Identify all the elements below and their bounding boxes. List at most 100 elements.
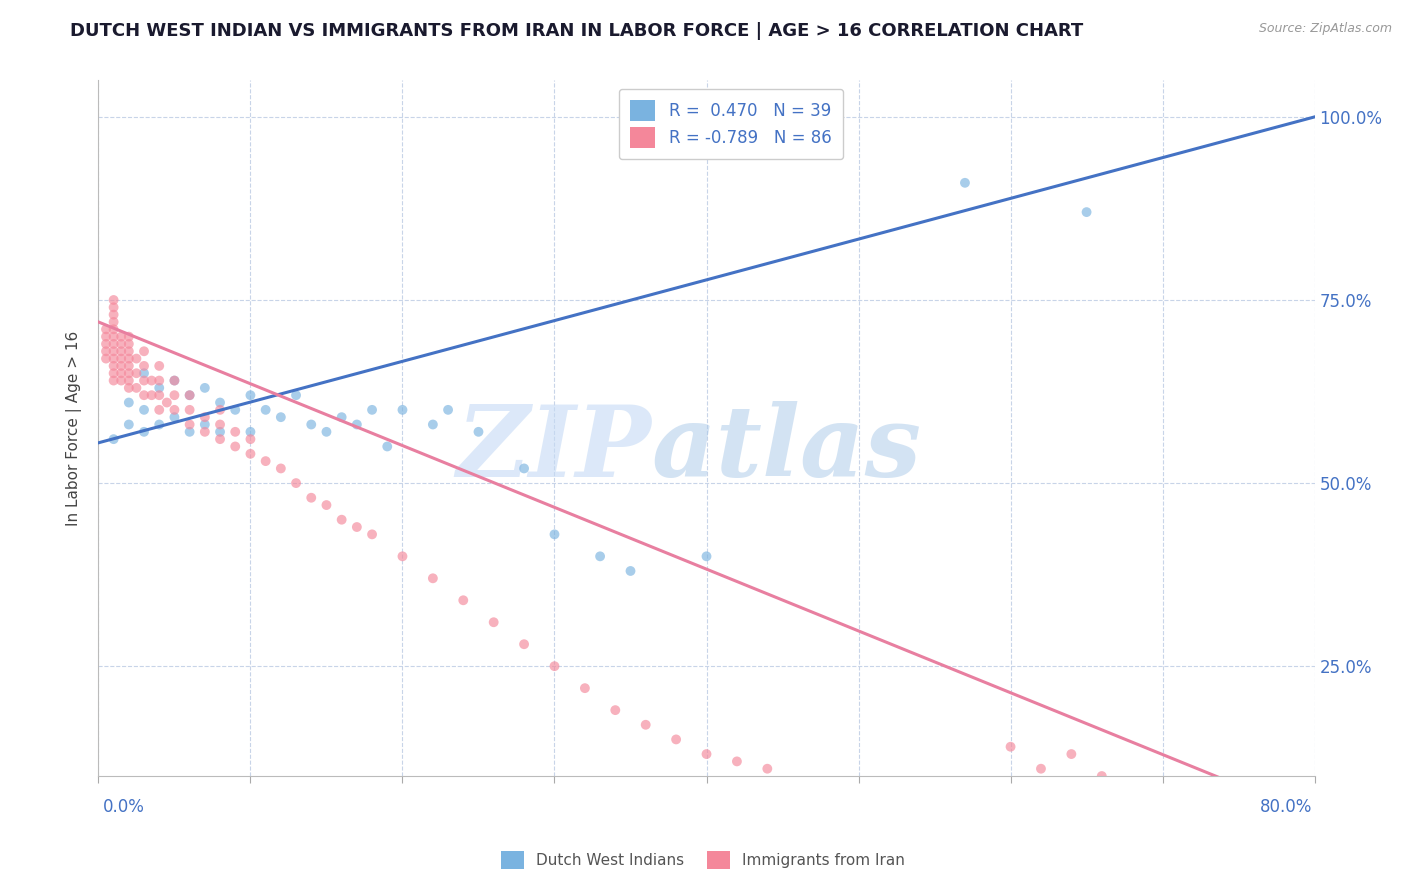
Point <box>953 176 976 190</box>
Point <box>285 476 308 491</box>
Point <box>103 351 125 366</box>
Point <box>224 425 246 439</box>
Point <box>103 322 125 336</box>
Point <box>1060 747 1083 761</box>
Point <box>543 659 565 673</box>
Point <box>141 388 163 402</box>
Point <box>118 344 141 359</box>
Point <box>543 527 565 541</box>
Point <box>148 388 170 402</box>
Point <box>163 410 186 425</box>
Point <box>179 402 201 417</box>
Point <box>209 402 232 417</box>
Point <box>209 417 232 432</box>
Point <box>361 527 384 541</box>
Text: Source: ZipAtlas.com: Source: ZipAtlas.com <box>1258 22 1392 36</box>
Point <box>315 425 337 439</box>
Point <box>1000 739 1022 754</box>
Point <box>696 549 718 564</box>
Point <box>125 381 148 395</box>
Point <box>103 432 125 446</box>
Point <box>118 395 141 409</box>
Point <box>156 395 179 409</box>
Point <box>163 374 186 388</box>
Point <box>194 425 217 439</box>
Point <box>110 366 132 380</box>
Point <box>103 315 125 329</box>
Point <box>619 564 641 578</box>
Point <box>125 366 148 380</box>
Point <box>1076 205 1098 219</box>
Point <box>361 402 384 417</box>
Point <box>94 344 117 359</box>
Text: ZIP: ZIP <box>457 401 652 497</box>
Point <box>224 440 246 454</box>
Point <box>148 374 170 388</box>
Point <box>194 417 217 432</box>
Point <box>94 337 117 351</box>
Point <box>141 374 163 388</box>
Point <box>422 417 444 432</box>
Point <box>148 402 170 417</box>
Text: DUTCH WEST INDIAN VS IMMIGRANTS FROM IRAN IN LABOR FORCE | AGE > 16 CORRELATION : DUTCH WEST INDIAN VS IMMIGRANTS FROM IRA… <box>70 22 1084 40</box>
Point <box>103 344 125 359</box>
Legend: Dutch West Indians, Immigrants from Iran: Dutch West Indians, Immigrants from Iran <box>495 845 911 875</box>
Point <box>132 344 155 359</box>
Point <box>132 425 155 439</box>
Point <box>574 681 596 695</box>
Point <box>605 703 627 717</box>
Point <box>132 388 155 402</box>
Text: 0.0%: 0.0% <box>103 798 145 816</box>
Point <box>148 417 170 432</box>
Point <box>346 520 368 534</box>
Point <box>103 366 125 380</box>
Point <box>209 395 232 409</box>
Point <box>118 381 141 395</box>
Point <box>110 359 132 373</box>
Point <box>589 549 612 564</box>
Point <box>118 337 141 351</box>
Point <box>1029 762 1052 776</box>
Point <box>103 374 125 388</box>
Point <box>224 402 246 417</box>
Point <box>110 329 132 343</box>
Point <box>132 359 155 373</box>
Point <box>254 402 277 417</box>
Point <box>118 417 141 432</box>
Point <box>209 425 232 439</box>
Point <box>285 388 308 402</box>
Point <box>756 762 779 776</box>
Point <box>453 593 475 607</box>
Point <box>163 402 186 417</box>
Point <box>239 432 262 446</box>
Y-axis label: In Labor Force | Age > 16: In Labor Force | Age > 16 <box>66 331 83 525</box>
Point <box>346 417 368 432</box>
Point <box>118 329 141 343</box>
Point <box>148 359 170 373</box>
Legend: R =  0.470   N = 39, R = -0.789   N = 86: R = 0.470 N = 39, R = -0.789 N = 86 <box>619 88 844 160</box>
Point <box>179 388 201 402</box>
Point <box>270 461 292 475</box>
Point <box>391 549 413 564</box>
Point <box>239 425 262 439</box>
Text: atlas: atlas <box>652 401 922 497</box>
Point <box>94 329 117 343</box>
Point <box>513 461 536 475</box>
Point <box>270 410 292 425</box>
Point <box>132 374 155 388</box>
Point <box>696 747 718 761</box>
Point <box>437 402 460 417</box>
Point <box>194 410 217 425</box>
Text: 80.0%: 80.0% <box>1260 798 1312 816</box>
Point <box>482 615 505 630</box>
Point <box>110 351 132 366</box>
Point <box>110 344 132 359</box>
Point <box>467 425 489 439</box>
Point <box>148 381 170 395</box>
Point <box>94 322 117 336</box>
Point <box>110 374 132 388</box>
Point <box>330 513 353 527</box>
Point <box>513 637 536 651</box>
Point <box>94 351 117 366</box>
Point <box>239 447 262 461</box>
